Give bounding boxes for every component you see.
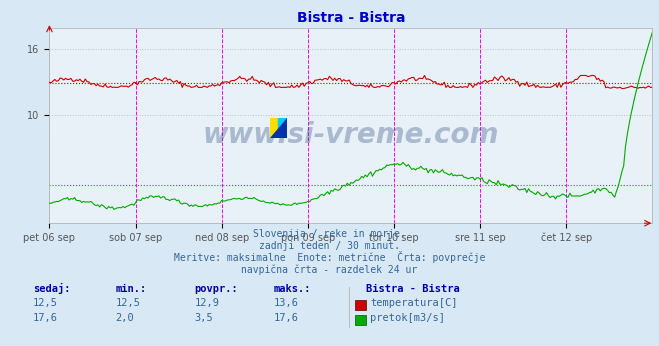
Text: 2,0: 2,0 — [115, 313, 134, 323]
Text: navpična črta - razdelek 24 ur: navpična črta - razdelek 24 ur — [241, 265, 418, 275]
Text: 13,6: 13,6 — [273, 298, 299, 308]
Text: 12,5: 12,5 — [115, 298, 140, 308]
Polygon shape — [270, 118, 287, 138]
Text: temperatura[C]: temperatura[C] — [370, 298, 458, 308]
Text: Slovenija / reke in morje.: Slovenija / reke in morje. — [253, 229, 406, 239]
Text: sedaj:: sedaj: — [33, 283, 71, 294]
Text: maks.:: maks.: — [273, 284, 311, 294]
Text: 12,5: 12,5 — [33, 298, 58, 308]
Text: Bistra - Bistra: Bistra - Bistra — [366, 284, 459, 294]
Text: 17,6: 17,6 — [273, 313, 299, 323]
Bar — [270, 118, 279, 138]
Text: Meritve: maksimalne  Enote: metrične  Črta: povprečje: Meritve: maksimalne Enote: metrične Črta… — [174, 251, 485, 263]
Text: zadnji teden / 30 minut.: zadnji teden / 30 minut. — [259, 241, 400, 251]
Title: Bistra - Bistra: Bistra - Bistra — [297, 11, 405, 25]
Text: min.:: min.: — [115, 284, 146, 294]
Text: 3,5: 3,5 — [194, 313, 213, 323]
Bar — [279, 118, 287, 138]
Text: povpr.:: povpr.: — [194, 284, 238, 294]
Text: 12,9: 12,9 — [194, 298, 219, 308]
Text: 17,6: 17,6 — [33, 313, 58, 323]
Text: pretok[m3/s]: pretok[m3/s] — [370, 313, 445, 323]
Text: www.si-vreme.com: www.si-vreme.com — [203, 121, 499, 149]
